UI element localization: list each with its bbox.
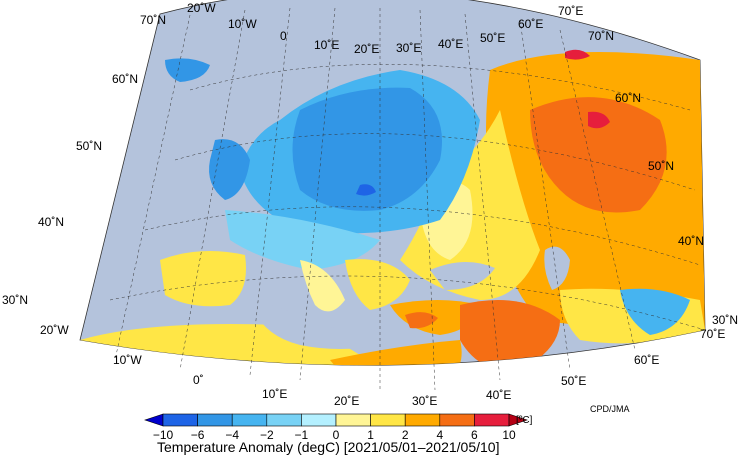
colorbar-tick-label: 4 (436, 428, 443, 442)
colorbar-tick-label: −10 (153, 428, 174, 442)
graticule (109, 7, 706, 391)
lat-label-right-60n: 60˚N (615, 91, 641, 105)
lat-label-right-50n: 50˚N (648, 159, 674, 173)
lon-label-top-0: 0 (280, 29, 287, 43)
region-turkey-hot (405, 312, 438, 329)
lat-label-right-30n: 30˚N (712, 313, 738, 327)
region-ural-peak (565, 49, 590, 60)
lon-label-bottom-60e: 60˚E (634, 353, 659, 367)
colorbar-unit-label: [ºC] (516, 415, 533, 426)
lon-label-bottom-20w: 20˚W (40, 323, 69, 337)
lon-label-top-50e: 50˚E (480, 31, 505, 45)
region-egypt (330, 340, 462, 366)
lon-label-top-20e: 20˚E (354, 42, 379, 56)
colorbar-segment (266, 413, 302, 427)
region-uk (209, 139, 250, 200)
lat-label-left-50n: 50˚N (76, 139, 102, 153)
colorbar-tick-label: −2 (260, 428, 274, 442)
colorbar-arrow-high (508, 413, 528, 427)
lat-label-right-40n: 40˚N (678, 234, 704, 248)
colorbar-segment (370, 413, 406, 427)
colorbar-segment (301, 413, 337, 427)
region-central-asia-cold (620, 288, 690, 335)
colorbar-tick-label: −6 (191, 428, 205, 442)
lat-label-left-70n: 70˚N (140, 13, 166, 27)
region-balkans (345, 259, 410, 310)
black-sea (430, 261, 495, 290)
lon-label-top-10w: 10˚W (228, 17, 257, 31)
lon-label-top-70e: 70˚E (558, 4, 583, 18)
colorbar-segment (404, 413, 441, 427)
lat-label-left-40n: 40˚N (38, 215, 64, 229)
region-central-cyan (225, 210, 380, 270)
lon-label-top-20w: 20˚W (187, 1, 216, 15)
colorbar-tick-label: −4 (225, 428, 239, 442)
region-libya-hot (340, 367, 430, 395)
region-north-coldest (356, 184, 376, 196)
colorbar-tick-label: 6 (471, 428, 478, 442)
colorbar-ticks: −10 −6 −4 −2 −1 0 1 2 4 6 10 (153, 428, 516, 442)
lat-label-right-70n: 70˚N (588, 29, 614, 43)
region-middle-east (460, 300, 560, 366)
lon-label-bottom-40e: 40˚E (486, 388, 511, 402)
lon-label-bottom-20e: 20˚E (334, 394, 359, 408)
region-north-colder (292, 87, 442, 211)
colorbar-arrow-low (144, 413, 164, 427)
lon-label-bottom-50e: 50˚E (561, 374, 586, 388)
colorbar-tick-label: 2 (402, 428, 409, 442)
colorbar-segment (231, 413, 268, 427)
colorbar-segment (335, 413, 371, 427)
colorbar-segment (474, 413, 510, 427)
lon-label-top-10e: 10˚E (314, 38, 339, 52)
lon-label-top-60e: 60˚E (518, 17, 543, 31)
region-east-peak (588, 111, 610, 129)
region-east-hot (530, 97, 667, 213)
map-title: Temperature Anomaly (degC) [2021/05/01–2… (157, 439, 499, 455)
colorbar-tick-label: 10 (502, 428, 516, 442)
region-iceland (165, 58, 210, 82)
lon-label-bottom-0: 0˚ (193, 373, 204, 387)
colorbar-segment (197, 413, 233, 427)
credit-label: CPD/JMA (590, 404, 630, 414)
lon-label-bottom-10w: 10˚W (113, 353, 142, 367)
lon-label-bottom-10e: 10˚E (262, 387, 287, 401)
lat-label-left-60n: 60˚N (112, 72, 138, 86)
anomaly-field (80, 49, 705, 395)
colorbar-tick-label: −1 (295, 428, 309, 442)
lon-label-top-40e: 40˚E (438, 37, 463, 51)
colorbar (144, 413, 528, 427)
colorbar-segment (439, 413, 475, 427)
lat-label-left-30n: 30˚N (2, 293, 28, 307)
mediterranean-sea (250, 300, 400, 349)
caspian-sea (544, 246, 570, 290)
lon-label-bottom-70e: 70˚E (700, 327, 725, 341)
colorbar-segment (162, 413, 198, 427)
lon-label-bottom-30e: 30˚E (412, 394, 437, 408)
lon-label-top-30e: 30˚E (396, 41, 421, 55)
region-italy (300, 260, 345, 312)
colorbar-tick-label: 1 (367, 428, 374, 442)
region-iberia (160, 251, 246, 307)
colorbar-tick-label: 0 (333, 428, 340, 442)
